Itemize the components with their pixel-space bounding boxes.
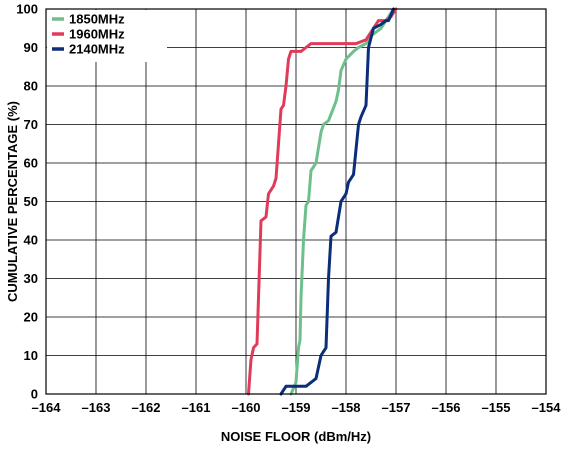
y-tick-label: 10	[24, 348, 38, 363]
x-axis-label: NOISE FLOOR (dBm/Hz)	[221, 429, 371, 444]
y-tick-label: 40	[24, 233, 38, 248]
y-tick-label: 90	[24, 40, 38, 55]
x-tick-label: –160	[232, 400, 261, 415]
x-tick-label: –164	[32, 400, 62, 415]
x-tick-label: –154	[532, 400, 562, 415]
x-tick-label: –159	[282, 400, 311, 415]
y-tick-label: 100	[16, 2, 38, 17]
y-tick-label: 70	[24, 117, 38, 132]
y-tick-label: 80	[24, 79, 38, 94]
legend-label: 2140MHz	[69, 42, 125, 57]
x-tick-labels: –164 –163 –162 –161 –160 –159 –158 –157 –156 –155…	[32, 400, 562, 415]
series-line-2140mhz	[279, 7, 395, 396]
x-tick-label: –158	[332, 400, 361, 415]
x-tick-label: –157	[382, 400, 411, 415]
x-tick-label: –156	[432, 400, 461, 415]
plot-frame	[45, 8, 547, 395]
y-tick-label: 60	[24, 156, 38, 171]
series-lines	[247, 7, 398, 396]
legend-label: 1960MHz	[69, 27, 125, 42]
x-tick-label: –161	[182, 400, 211, 415]
y-tick-labels: 0 10 20 30 40 50 60 70 80 90 100	[16, 2, 38, 402]
y-axis-label: CUMULATIVE PERCENTAGE (%)	[5, 101, 20, 302]
y-tick-label: 20	[24, 310, 38, 325]
x-tick-label: –163	[82, 400, 111, 415]
legend-label: 1850MHz	[69, 12, 125, 27]
series-line-1960mhz	[247, 7, 398, 396]
x-tick-label: –155	[482, 400, 511, 415]
y-tick-label: 30	[24, 271, 38, 286]
legend-background	[47, 10, 167, 62]
x-tick-label: –162	[132, 400, 161, 415]
y-tick-label: 50	[24, 194, 38, 209]
grid	[45, 8, 547, 395]
y-tick-label: 0	[31, 387, 38, 402]
